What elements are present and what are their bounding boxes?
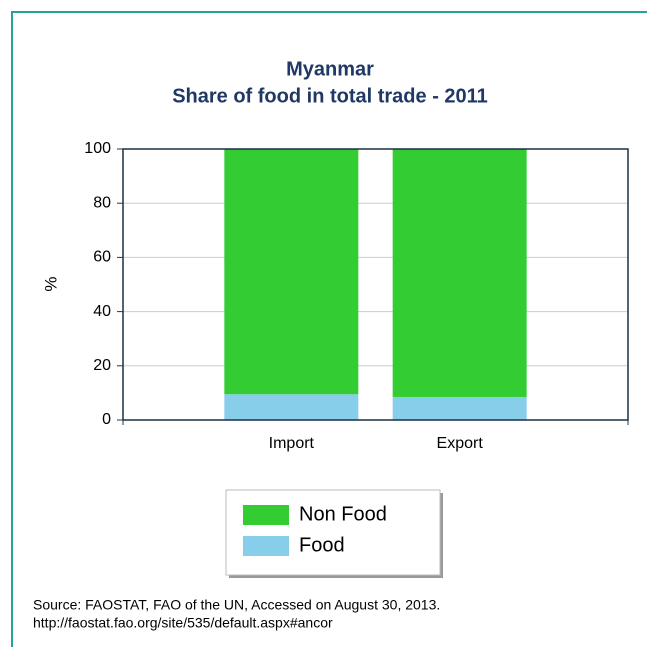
x-tick-label: Export [437,435,484,452]
bar-segment [224,149,359,395]
bar-segment [392,396,527,420]
plot-border [122,148,629,421]
y-tick-label: 40 [93,303,111,320]
source-text: Source: FAOSTAT, FAO of the UN, Accessed… [33,597,440,613]
y-axis-label: % [41,276,60,291]
y-tick-label: 0 [102,411,111,428]
y-tick-label: 20 [93,357,111,374]
y-tick-label: 60 [93,249,111,266]
y-tick-label: 80 [93,194,111,211]
chart-subtitle: Share of food in total trade - 2011 [172,85,488,107]
legend-label: Food [299,534,345,556]
chart-title: Myanmar [286,58,374,80]
legend-swatch [243,536,289,556]
legend-box [225,489,441,576]
legend-swatch [243,505,289,525]
bar-segment [392,149,527,397]
y-tick-label: 100 [84,140,111,157]
x-tick-label: Import [269,435,315,452]
bar-segment [224,394,359,420]
legend-label: Non Food [299,503,387,525]
source-url: http://faostat.fao.org/site/535/default.… [33,615,333,631]
